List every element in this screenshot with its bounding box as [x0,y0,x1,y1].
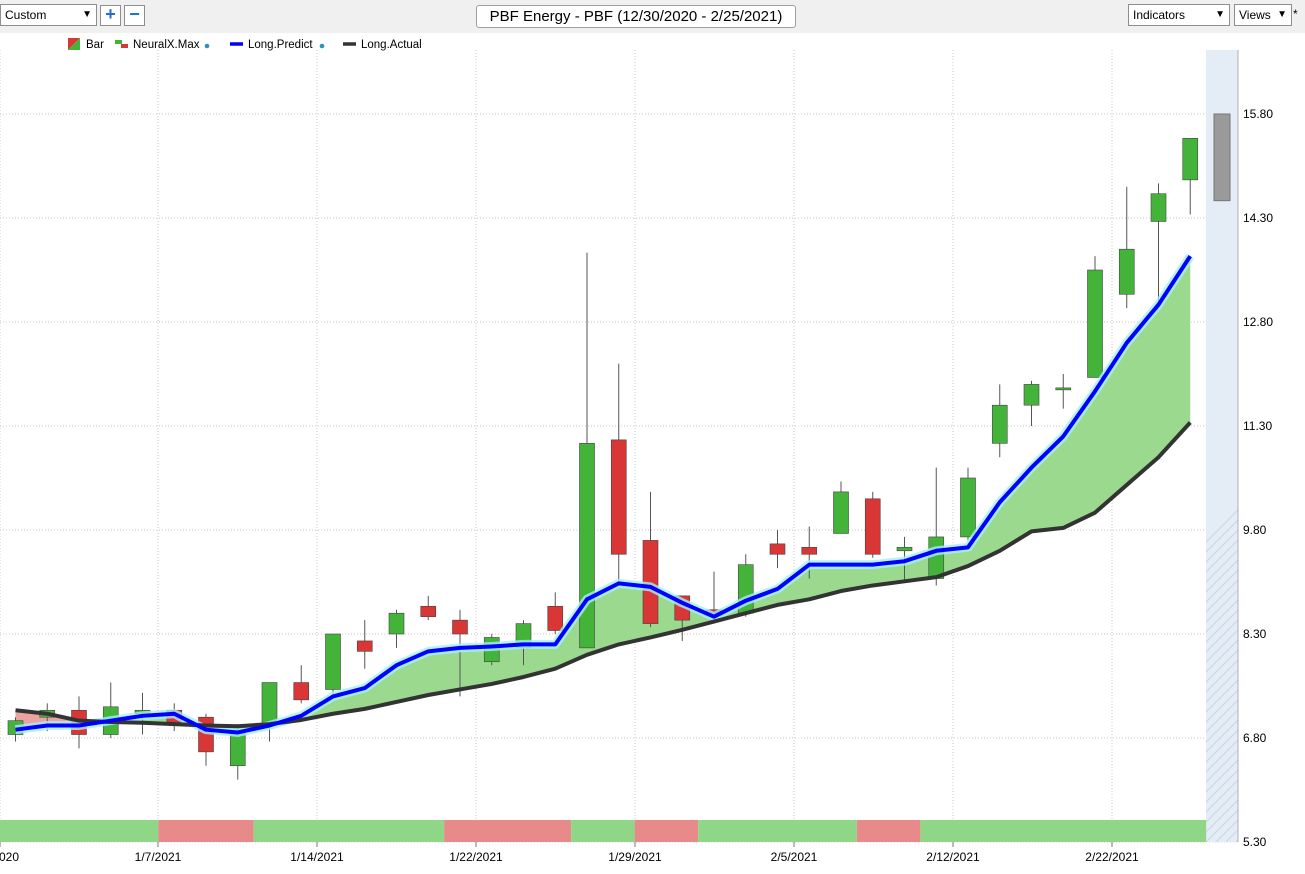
candle-up [1150,193,1167,222]
candlestick-chart[interactable]: 15.80 14.30 12.80 11.30 9.80 8.30 6.80 5.30 12/… [0,33,1305,874]
indicators-dropdown[interactable]: Indicators ▼ [1128,4,1230,26]
views-label: Views [1239,8,1271,22]
x-tick-label: 1/29/2021 [608,850,662,864]
signal-band [0,820,159,842]
candle-up [928,536,945,579]
candle-down [356,640,373,652]
y-tick-label: 6.80 [1243,731,1267,745]
future-hatch [1206,679,1238,713]
long-actual-line [15,421,1192,729]
chevron-down-icon: ▼ [1215,9,1225,20]
candle-up [325,633,341,690]
legend: Bar NeuralX.Max Long.Predict Long.Actual [68,38,422,51]
info-dot-icon [204,43,210,49]
forecast-bar [1213,113,1231,202]
candle-down [452,619,468,635]
candle-up [991,404,1008,444]
indicators-label: Indicators [1133,8,1186,22]
candle-up [960,477,976,538]
chart-title: PBF Energy - PBF (12/30/2020 - 2/25/2021… [476,5,796,28]
modified-indicator: * [1293,7,1298,21]
chevron-down-icon: ▼ [1277,9,1287,20]
candle-up [896,547,913,552]
y-tick-label: 14.30 [1243,211,1273,225]
candle-down [801,547,818,555]
signal-band [634,820,699,842]
x-tick-label: 1/7/2021 [135,850,182,864]
y-tick-label: 8.30 [1243,627,1267,641]
candle-up [833,491,849,534]
x-axis: 12/30/2020 1/7/2021 1/14/2021 1/22/2021 1/29… [0,842,1139,864]
preset-dropdown[interactable]: Custom ▼ [0,4,97,26]
x-tick-label: 2/22/2021 [1085,850,1139,864]
future-hatch [1206,699,1238,733]
long-predict-line [15,255,1192,735]
x-tick-label: 1/14/2021 [290,850,344,864]
signal-band [253,820,445,842]
candle-up [1118,248,1135,295]
signal-band [920,820,1207,842]
chevron-down-icon: ▼ [82,9,92,20]
signal-band [444,820,572,842]
legend-label: Long.Predict [248,39,313,51]
neuralx-icon [121,44,128,48]
indicator-lines [14,253,1195,737]
x-tick-label: 1/22/2021 [449,850,503,864]
add-button[interactable]: + [100,5,121,26]
candle-up [388,612,405,635]
info-dot-icon [319,43,325,49]
candle-down [610,439,627,555]
x-tick-label: 12/30/2020 [0,850,19,864]
candle-up [1055,387,1072,391]
signal-band [856,820,921,842]
candle-up [579,443,595,649]
y-tick-label: 9.80 [1243,523,1267,537]
candle-up [1182,137,1199,181]
legend-label: Long.Actual [361,39,422,51]
future-hatch [1206,689,1238,723]
remove-button[interactable]: − [124,5,145,26]
candle-up [1087,269,1103,378]
candles [7,113,1231,780]
x-tick-label: 2/12/2021 [926,850,980,864]
legend-label: NeuralX.Max [133,39,200,51]
neuralx-icon [115,40,122,44]
candle-up [1023,384,1040,406]
signal-band [571,820,635,842]
y-axis: 15.80 14.30 12.80 11.30 9.80 8.30 6.80 5.30 [1243,107,1273,849]
candle-down [864,498,881,555]
views-dropdown[interactable]: Views ▼ [1234,4,1292,26]
y-tick-label: 5.30 [1243,835,1267,849]
x-tick-label: 2/5/2021 [771,850,818,864]
candle-down [420,605,437,617]
signal-band [698,820,857,842]
preset-label: Custom [5,8,47,22]
signal-band [158,820,254,842]
prediction-area [15,256,1191,733]
signal-bands [0,820,1207,842]
candle-down [547,605,564,631]
candle-down [769,543,786,555]
candle-down [293,682,310,701]
bar-icon [68,38,80,50]
legend-label: Bar [86,39,104,51]
y-tick-label: 11.30 [1243,419,1272,433]
y-tick-label: 12.80 [1243,315,1273,329]
y-tick-label: 15.80 [1243,107,1273,121]
candle-up [261,682,278,725]
toolbar: Custom ▼ + − PBF Energy - PBF (12/30/202… [0,0,1305,34]
